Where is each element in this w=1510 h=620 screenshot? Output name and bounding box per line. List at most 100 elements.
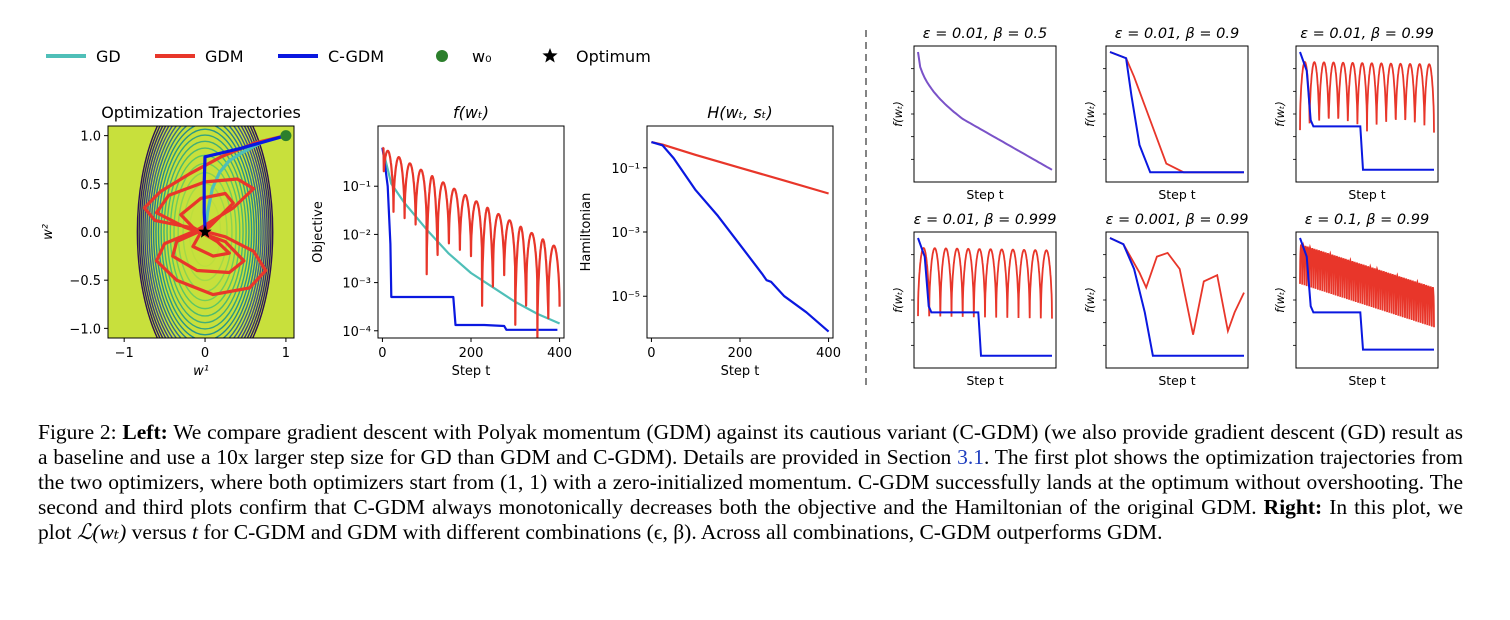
traj-xtick-label: 0	[201, 346, 209, 361]
p-ham-series-group	[651, 141, 830, 333]
panel-1-line-cgdm	[1109, 51, 1244, 174]
panel-1-xlabel: Step t	[1158, 187, 1195, 202]
contour-line	[148, 126, 262, 338]
trajectory-gdm	[142, 134, 287, 297]
traj-ytick-label: 0.5	[80, 178, 101, 193]
contour-line	[152, 126, 258, 338]
p-ham-ytick-label: 10⁻¹	[611, 162, 640, 177]
panel-2-series	[1299, 51, 1435, 171]
p-obj-line-gd	[381, 147, 561, 325]
panel-4-line-cgdm	[1109, 237, 1244, 357]
panel-0-xlabel: Step t	[966, 187, 1003, 202]
contour-line	[140, 126, 270, 338]
panel-4-ylabel: f(wₜ)	[1083, 287, 1097, 313]
panel-1-line-gdm	[1109, 51, 1244, 174]
caption-text-3: with a zero-initialized momentum. C-GDM …	[38, 470, 1464, 519]
panel-1-title: ε = 0.01, β = 0.9	[1115, 26, 1239, 42]
right-panel-grid: ε = 0.01, β = 0.5 Step t f(wₜ) ε = 0.01, β …	[891, 26, 1439, 388]
panel-1-series	[1109, 51, 1244, 174]
panel-5-title: ε = 0.1, β = 0.99	[1305, 212, 1429, 228]
trajectory-cgdm	[202, 134, 287, 232]
caption-right-label: Right:	[1263, 495, 1323, 519]
panel-3-line-gdm	[917, 246, 1053, 319]
contour-line	[166, 147, 244, 317]
contour-line	[138, 126, 272, 338]
p-ham-ylabel: Hamiltonian	[579, 193, 594, 272]
hamiltonian-plot: H(wₜ, sₜ) 0 200 400 10⁻¹ 10⁻³ 10⁻⁵ Step t Hamilt…	[579, 103, 841, 379]
traj-ytick-label: −1.0	[69, 322, 101, 337]
legend: GD GDM C-GDM w₀ Optimum	[46, 47, 651, 66]
traj-xtick-label: −1	[115, 346, 134, 361]
panel-0-ylabel: f(wₜ)	[891, 101, 905, 127]
p-obj-xlabel: Step t	[452, 364, 491, 379]
panel-5-ylabel: f(wₜ)	[1273, 287, 1287, 313]
traj-title: Optimization Trajectories	[101, 103, 301, 122]
p-ham-xlabel: Step t	[721, 364, 760, 379]
caption-figure-label: Figure 2:	[38, 420, 117, 444]
p-ham-xtick-label: 200	[728, 346, 753, 361]
p-ham-title: H(wₜ, sₜ)	[707, 103, 773, 122]
panel-2-title: ε = 0.01, β = 0.99	[1300, 26, 1434, 42]
contour-line	[150, 126, 260, 338]
p-ham-xtick-label: 0	[647, 346, 655, 361]
p-obj-xtick-label: 400	[547, 346, 572, 361]
p-obj-ytick-label: 10⁻¹	[342, 180, 371, 195]
caption-math-loss: ℒ(wₜ)	[76, 520, 127, 544]
p-ham-line-gdm	[651, 141, 829, 195]
contour-line	[142, 126, 268, 338]
traj-ytick-label: 0.0	[80, 226, 101, 241]
traj-ytick-label: 1.0	[80, 130, 101, 145]
legend-marker-optimum	[542, 48, 558, 63]
p-obj-xtick-label: 0	[378, 346, 386, 361]
caption-math-t: t	[191, 520, 198, 544]
figure-caption: Figure 2: Left: We compare gradient desc…	[38, 420, 1463, 545]
contour-line	[146, 126, 264, 338]
caption-text-1: We compare gradient descent with Polyak …	[38, 420, 1464, 469]
start-point-marker	[280, 130, 292, 142]
traj-ytick-label: −0.5	[69, 274, 101, 289]
p-obj-title: f(wₜ)	[453, 103, 489, 122]
traj-xtick-label: 1	[282, 346, 290, 361]
section-link[interactable]: 3.1	[957, 445, 984, 469]
caption-text-2: . The first plot shows the optimization …	[38, 445, 1463, 494]
trajectory-plot: Optimization Trajectories −1 0 1 1.0 0.5 0.0 −0…	[41, 103, 301, 379]
panel-5-line-gdm	[1299, 241, 1435, 328]
panel-2-line-gdm	[1299, 61, 1435, 133]
p-ham-frame	[646, 125, 834, 339]
contour-line	[157, 128, 253, 336]
caption-point: (1, 1)	[500, 470, 548, 494]
p-obj-ylabel: Objective	[311, 201, 326, 263]
caption-left-label: Left:	[122, 420, 168, 444]
panel-4-title: ε = 0.001, β = 0.99	[1106, 212, 1249, 228]
panel-4-line-gdm	[1109, 237, 1245, 335]
caption-text-4: In this plot, we plot	[38, 495, 1463, 544]
p-ham-ytick-label: 10⁻⁵	[611, 290, 640, 305]
contour-line	[160, 134, 250, 330]
caption-math-combo: (ϵ, β)	[646, 520, 692, 544]
panel-0-line-overlap	[917, 51, 1053, 171]
panel-2-xlabel: Step t	[1348, 187, 1385, 202]
panel-3-xlabel: Step t	[966, 373, 1003, 388]
p-obj-line-gdm	[381, 146, 561, 338]
panel-5-xlabel: Step t	[1348, 373, 1385, 388]
p-obj-ytick-label: 10⁻²	[342, 228, 371, 243]
objective-plot: f(wₜ) 0 200 400 10⁻¹ 10⁻² 10⁻³ 10⁻⁴ Step t Object…	[311, 103, 572, 379]
panel-0-frame	[913, 45, 1057, 183]
panel-3-ylabel: f(wₜ)	[891, 287, 905, 313]
contour-line	[163, 140, 247, 324]
panel-1-ylabel: f(wₜ)	[1083, 101, 1097, 127]
traj-xlabel: w¹	[193, 364, 209, 379]
legend-label-w0: w₀	[472, 47, 492, 66]
panel-2-ylabel: f(wₜ)	[1273, 101, 1287, 127]
traj-ylabel: w²	[41, 224, 56, 240]
contour-line	[136, 126, 274, 338]
p-ham-ytick-label: 10⁻³	[611, 226, 640, 241]
p-ham-xtick-label: 400	[816, 346, 841, 361]
panel-3-line-cgdm	[917, 237, 1052, 357]
caption-text-5: versus	[131, 520, 187, 544]
p-obj-ytick-label: 10⁻⁴	[342, 325, 371, 340]
p-obj-series-group	[381, 146, 561, 338]
panel-0-series	[917, 51, 1053, 171]
panel-4-xlabel: Step t	[1158, 373, 1195, 388]
p-obj-xtick-label: 200	[459, 346, 484, 361]
